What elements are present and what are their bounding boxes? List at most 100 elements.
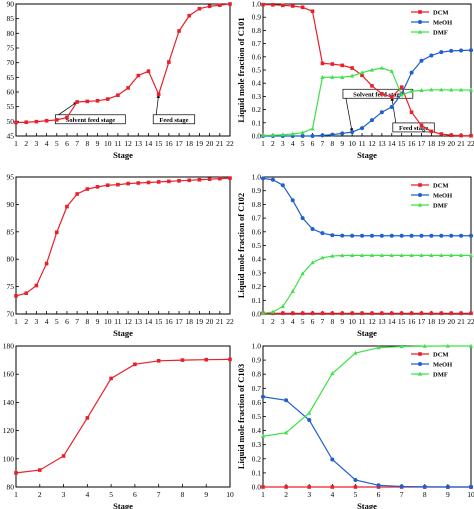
series-meoh xyxy=(261,176,473,238)
data-point xyxy=(459,48,464,53)
data-point xyxy=(44,118,49,123)
data-point xyxy=(95,99,100,103)
y-tick-label: 70 xyxy=(7,58,15,67)
data-point xyxy=(399,344,404,349)
data-point xyxy=(261,485,265,489)
data-point xyxy=(340,131,345,136)
data-point xyxy=(459,233,464,238)
data-point xyxy=(330,485,335,489)
y-tick-label: 0.0 xyxy=(252,483,262,492)
y-tick-label: 0.9 xyxy=(252,13,262,22)
annotation-box xyxy=(342,88,414,99)
data-point xyxy=(167,60,171,64)
legend-marker xyxy=(417,202,423,207)
annotation-label: Solvent feed stage xyxy=(66,117,116,124)
data-point xyxy=(369,67,375,72)
y-tick-label: 180 xyxy=(3,342,15,351)
x-tick-label: 20 xyxy=(447,139,455,148)
data-point xyxy=(207,177,212,181)
data-point xyxy=(284,430,289,435)
data-point xyxy=(75,100,79,104)
y-tick-label: 0.1 xyxy=(252,118,262,127)
x-tick-label: 3 xyxy=(35,317,39,326)
data-point xyxy=(280,183,285,188)
x-tick-label: 5 xyxy=(301,317,305,326)
series-line xyxy=(263,49,472,137)
data-point xyxy=(429,129,434,134)
legend-label: DMF xyxy=(433,203,448,210)
y-tick-label: 85 xyxy=(7,14,15,23)
data-point xyxy=(197,6,202,11)
x-tick-label: 6 xyxy=(65,317,69,326)
data-point xyxy=(204,357,209,362)
data-point xyxy=(439,233,444,238)
data-point xyxy=(449,253,454,257)
data-point xyxy=(228,2,232,6)
x-tick-label: 11 xyxy=(358,317,365,326)
legend: DCM MeOH DMF xyxy=(411,352,452,379)
data-point xyxy=(469,233,473,238)
data-point xyxy=(24,291,28,295)
x-tick-label: 2 xyxy=(271,317,275,326)
y-tick-label: 0.8 xyxy=(252,370,262,379)
data-point xyxy=(369,118,374,123)
data-point xyxy=(340,74,345,79)
data-point xyxy=(458,253,464,257)
x-tick-label: 4 xyxy=(291,139,295,148)
x-tick-label: 3 xyxy=(307,490,311,499)
data-point xyxy=(156,180,161,184)
data-point xyxy=(379,110,384,115)
y-tick-label: 0.7 xyxy=(252,214,262,223)
y-axis-label: Liquid mole fraction of C102 xyxy=(236,193,246,298)
x-tick-label: 3 xyxy=(281,317,285,326)
y-tick-label: 90 xyxy=(7,0,15,9)
data-point xyxy=(320,74,325,79)
data-point xyxy=(469,48,473,53)
x-tick-label: 19 xyxy=(438,317,446,326)
y-tick-label: 0.1 xyxy=(252,468,262,477)
y-tick-label: 0.1 xyxy=(252,296,262,305)
data-point xyxy=(280,132,285,137)
data-point xyxy=(330,132,335,137)
y-tick-label: 0.5 xyxy=(252,66,262,75)
data-point xyxy=(105,97,110,101)
data-point xyxy=(320,61,325,66)
series-line xyxy=(262,396,471,488)
x-tick-label: 9 xyxy=(204,490,208,499)
data-point xyxy=(61,454,66,458)
y-tick-label: 0.5 xyxy=(252,241,262,250)
annotation: Feed stage xyxy=(152,94,196,125)
legend-label: DCM xyxy=(433,352,449,359)
data-point xyxy=(105,183,110,188)
x-tick-label: 18 xyxy=(428,317,436,326)
data-point xyxy=(310,126,315,131)
data-point xyxy=(360,126,365,131)
x-tick-label: 22 xyxy=(226,139,234,148)
data-point xyxy=(449,233,454,238)
data-point xyxy=(389,69,394,73)
data-point xyxy=(34,283,39,288)
x-tick-label: 17 xyxy=(418,317,426,326)
x-tick-label: 18 xyxy=(185,317,193,326)
data-point xyxy=(340,253,345,258)
data-point xyxy=(310,9,315,14)
plot-frame xyxy=(15,345,231,488)
data-point xyxy=(14,294,18,298)
data-point xyxy=(360,73,364,78)
x-tick-label: 10 xyxy=(104,317,112,326)
annotation-box xyxy=(152,114,196,125)
series-line xyxy=(15,358,231,474)
x-tick-label: 4 xyxy=(330,490,334,499)
data-point xyxy=(399,253,404,257)
x-tick-label: 5 xyxy=(55,317,59,326)
y-tick-label: 0.6 xyxy=(252,52,262,61)
data-point xyxy=(177,29,181,33)
chart-2: 1 2 3 4 5 6 7 8 9 10 11 12 13 14 15 16 17 18 19 20 21 220.00.… xyxy=(236,0,474,160)
data-point xyxy=(419,123,424,128)
data-point xyxy=(340,311,345,316)
x-tick-label: 22 xyxy=(226,317,234,326)
x-tick-label: 9 xyxy=(96,139,100,148)
data-point xyxy=(445,343,450,348)
x-tick-label: 16 xyxy=(165,139,173,148)
